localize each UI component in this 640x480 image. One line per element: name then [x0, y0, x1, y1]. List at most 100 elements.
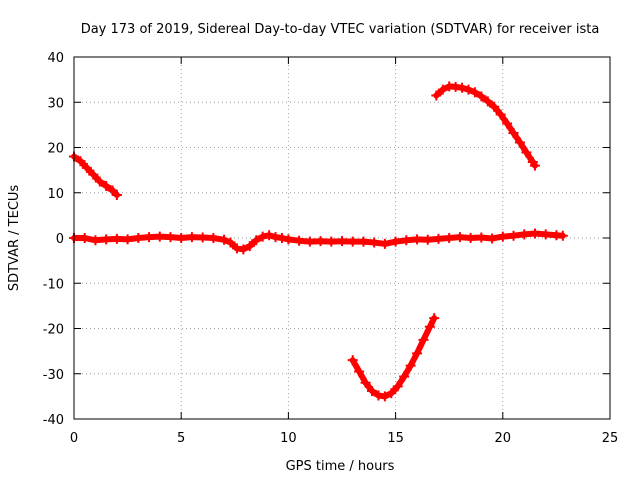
data-point — [294, 235, 305, 246]
data-point — [244, 241, 255, 252]
data-point — [557, 230, 568, 241]
data-point — [529, 160, 540, 171]
data-point — [390, 236, 401, 247]
data-point — [133, 233, 144, 243]
data-point — [122, 234, 133, 245]
data-point — [379, 238, 390, 249]
data-point — [154, 231, 165, 242]
x-tick-label: 0 — [70, 431, 78, 446]
y-tick-label: 0 — [56, 232, 64, 247]
data-point — [519, 229, 530, 240]
data-point — [144, 232, 155, 243]
data-point — [469, 87, 480, 98]
y-tick-label: 20 — [47, 142, 64, 157]
data-point — [412, 234, 423, 245]
data-point — [508, 230, 519, 241]
data-point — [369, 237, 380, 248]
data-point — [465, 233, 476, 243]
data-point — [497, 231, 508, 242]
data-point — [463, 84, 474, 95]
data-point — [88, 169, 99, 180]
data-point — [101, 234, 112, 245]
data-point — [431, 90, 442, 101]
data-series — [69, 81, 568, 402]
x-tick-label: 25 — [602, 431, 619, 446]
data-point — [495, 109, 506, 120]
data-point — [238, 244, 249, 255]
data-point — [208, 233, 219, 243]
data-point — [360, 377, 371, 388]
y-tick-label: -30 — [43, 368, 64, 383]
data-point — [392, 381, 403, 392]
data-point — [476, 232, 487, 243]
series-near-zero-track — [69, 228, 568, 255]
data-point — [90, 235, 101, 246]
data-point — [251, 235, 262, 246]
series-line — [349, 315, 438, 400]
data-point — [276, 233, 287, 243]
data-point — [489, 101, 500, 112]
data-point — [197, 232, 208, 243]
y-tick-label: -10 — [43, 277, 64, 292]
y-tick-label: 10 — [47, 187, 64, 202]
data-point — [257, 231, 268, 242]
chart-title: Day 173 of 2019, Sidereal Day-to-day VTE… — [81, 22, 600, 37]
data-point — [219, 234, 230, 245]
data-point — [94, 176, 105, 187]
data-point — [429, 313, 440, 324]
x-tick-label: 5 — [177, 431, 185, 446]
x-tick-label: 10 — [280, 431, 297, 446]
data-point — [358, 236, 369, 247]
y-axis-label: SDTVAR / TECUs — [7, 185, 22, 292]
data-point — [347, 236, 358, 247]
series-line — [433, 83, 538, 169]
data-point — [482, 96, 493, 107]
data-point — [444, 233, 455, 243]
data-point — [418, 334, 429, 345]
data-point — [225, 237, 236, 248]
data-point — [424, 321, 435, 332]
series-negative-dip-arc — [347, 313, 440, 402]
data-point — [457, 82, 468, 93]
data-point — [401, 235, 412, 246]
y-tick-label: -40 — [43, 413, 64, 428]
data-point — [354, 366, 365, 377]
data-point — [111, 233, 122, 244]
y-tick-label: -20 — [43, 323, 64, 338]
data-point — [379, 391, 390, 402]
data-point — [412, 348, 423, 359]
data-point — [514, 137, 525, 148]
data-point — [337, 236, 347, 247]
data-point — [405, 360, 416, 371]
data-point — [433, 233, 444, 244]
data-point — [79, 233, 90, 243]
x-tick-label: 15 — [387, 431, 404, 446]
x-axis-label: GPS time / hours — [286, 459, 395, 474]
data-point — [476, 91, 487, 102]
data-point — [176, 233, 187, 243]
data-point — [540, 229, 551, 240]
axis-ticks: 0 5 10 15 20 25 -40 -30 -20 -10 0 10 20 30 40 — [43, 51, 619, 446]
x-tick-label: 20 — [495, 431, 512, 446]
data-point — [283, 234, 294, 245]
data-point — [165, 232, 176, 243]
data-point — [508, 128, 519, 139]
data-point — [521, 147, 532, 158]
data-point — [386, 388, 397, 399]
data-point — [81, 162, 92, 173]
data-point — [454, 232, 465, 243]
plot-frame — [73, 56, 611, 420]
y-tick-label: 40 — [47, 51, 64, 66]
data-point — [186, 232, 197, 243]
data-point — [502, 118, 513, 129]
data-point — [347, 355, 358, 366]
data-point — [101, 180, 112, 191]
data-point — [75, 156, 86, 167]
data-point — [437, 84, 448, 95]
data-point — [304, 236, 315, 247]
y-tick-label: 30 — [47, 96, 64, 111]
data-point — [326, 236, 337, 247]
series-late-rising-arc — [431, 81, 540, 171]
data-point — [264, 230, 275, 241]
